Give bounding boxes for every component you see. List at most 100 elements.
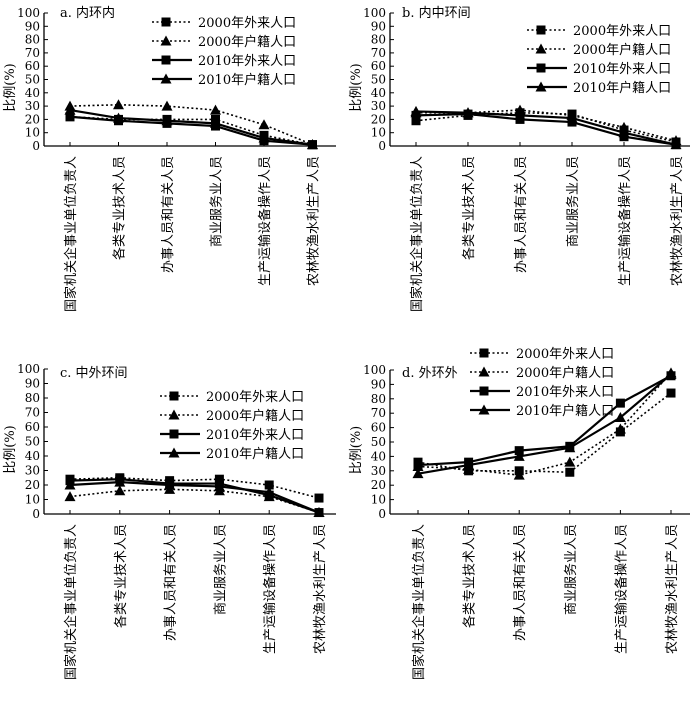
legend-item: 2010年户籍人口 (527, 80, 671, 96)
series-line (417, 373, 672, 475)
x-tick-label: 办事人员和有关人员 (513, 524, 528, 641)
y-tick-label: 70 (25, 406, 40, 420)
legend: 2000年外来人口 2000年户籍人口 2010年外来人口 2010年户籍人口 (160, 390, 304, 462)
series-2010年户籍人口 (410, 105, 682, 150)
x-tick-label: 商业服务业人员 (212, 524, 228, 615)
data-point-triangle (614, 412, 626, 423)
data-point-triangle (210, 104, 221, 115)
legend-item: 2000年外来人口 (152, 16, 296, 31)
x-tick-label: 农林牧渔水利生产人员 (670, 156, 685, 286)
legend-item: 2010年户籍人口 (160, 446, 304, 462)
data-point-square (264, 480, 274, 490)
legend-marker-triangle (535, 43, 547, 54)
y-tick-label: 0 (378, 139, 386, 153)
legend-label: 2010年户籍人口 (198, 72, 296, 88)
y-tick-label: 70 (371, 406, 386, 420)
legend-marker-square (479, 348, 489, 358)
series-line (69, 476, 320, 499)
y-tick-label: 10 (25, 126, 40, 140)
legend-marker-square (479, 386, 489, 396)
x-tick-label: 生产运输设备操作人员 (617, 156, 633, 286)
x-tick-label: 农林牧渔水利生产人员 (665, 524, 680, 654)
legend-label: 2000年外来人口 (516, 347, 614, 362)
legend-marker-square (536, 25, 546, 35)
data-point-triangle (114, 485, 126, 496)
legend-item: 2000年户籍人口 (152, 34, 296, 50)
y-tick-label: 20 (371, 112, 386, 126)
legend-label: 2010年外来人口 (516, 385, 614, 400)
legend-item: 2000年户籍人口 (527, 42, 671, 58)
y-tick-label: 50 (371, 73, 386, 87)
y-tick-label: 80 (371, 392, 386, 406)
data-point-triangle (164, 479, 176, 490)
legend-marker-square (169, 429, 179, 439)
data-point-triangle (210, 117, 221, 128)
x-tick-label: 国家机关企事业单位负责人 (63, 524, 79, 680)
legend-item: 2010年户籍人口 (470, 403, 614, 419)
data-point-triangle (665, 368, 677, 379)
x-tick-label: 各类专业技术人员 (461, 156, 477, 260)
y-tick-label: 60 (371, 59, 386, 73)
data-point-square (666, 388, 676, 398)
data-point-triangle (307, 139, 318, 150)
data-point-triangle (114, 476, 126, 487)
legend-label: 2000年户籍人口 (573, 42, 671, 58)
panel-title: d. 外环外 (402, 366, 458, 381)
x-tick-label: 农林牧渔水利生产人员 (307, 156, 322, 286)
legend-label: 2010年户籍人口 (573, 80, 671, 96)
data-point-triangle (566, 112, 578, 123)
data-point-square (413, 460, 423, 470)
y-axis-label: 比例(%) (3, 63, 18, 112)
series-line (417, 374, 672, 467)
data-point-triangle (64, 491, 76, 502)
data-point-triangle (614, 423, 626, 434)
legend: 2000年外来人口 2000年户籍人口 2010年外来人口 2010年户籍人口 (470, 347, 614, 419)
y-tick-label: 60 (25, 420, 40, 434)
data-point-triangle (618, 121, 630, 132)
data-point-triangle (670, 139, 682, 150)
y-tick-label: 10 (371, 126, 386, 140)
x-tick-label: 商业服务业人员 (209, 156, 225, 247)
data-point-triangle (618, 127, 630, 138)
y-tick-label: 30 (25, 464, 40, 478)
data-point-square (65, 112, 75, 122)
y-axis-label: 比例(%) (349, 426, 364, 475)
y-tick-label: 40 (25, 86, 40, 100)
y-tick-label: 80 (25, 391, 40, 405)
series-2010年户籍人口 (64, 476, 325, 518)
series-line (69, 480, 320, 514)
legend-item: 2010年外来人口 (160, 428, 304, 443)
y-tick-label: 50 (25, 435, 40, 449)
y-tick-label: 100 (17, 362, 40, 376)
data-point-triangle (410, 105, 422, 116)
y-tick-label: 10 (371, 493, 386, 507)
data-point-square (411, 116, 421, 126)
data-point-triangle (263, 486, 275, 497)
x-tick-label: 各类专业技术人员 (462, 524, 478, 628)
x-tick-label: 农林牧渔水利生产人员 (313, 524, 328, 654)
data-point-triangle (258, 132, 270, 143)
y-tick-label: 80 (25, 33, 40, 47)
series-2010年户籍人口 (64, 104, 318, 150)
y-tick-label: 0 (378, 507, 386, 521)
legend-label: 2000年户籍人口 (206, 408, 304, 424)
legend-marker-triangle (168, 409, 180, 420)
x-tick-label: 商业服务业人员 (563, 524, 579, 615)
y-tick-label: 90 (371, 19, 386, 33)
data-point-triangle (64, 479, 76, 490)
legend-marker-triangle (168, 447, 180, 458)
legend-label: 2000年户籍人口 (198, 34, 296, 50)
legend-marker-square (161, 17, 171, 27)
data-point-triangle (258, 119, 270, 130)
data-point-triangle (462, 107, 474, 118)
data-point-triangle (564, 442, 576, 453)
legend-marker-square (161, 55, 171, 65)
series-line (417, 392, 672, 474)
y-tick-label: 0 (32, 507, 40, 521)
legend-label: 2010年户籍人口 (516, 403, 614, 419)
data-point-triangle (113, 99, 124, 110)
